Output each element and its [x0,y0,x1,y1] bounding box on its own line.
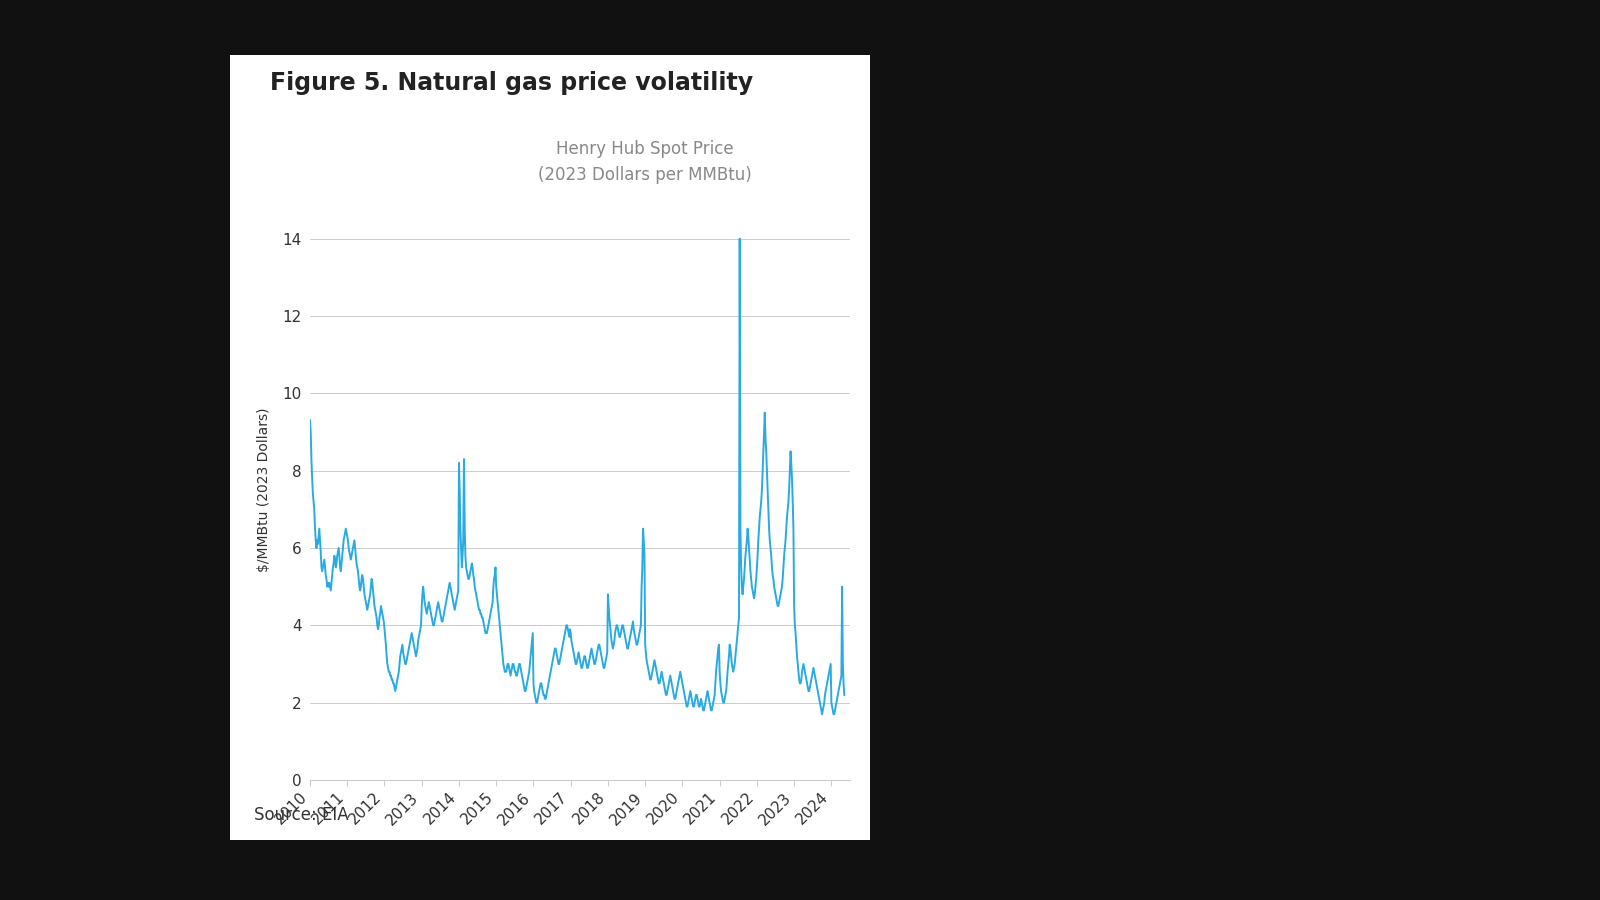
Text: Henry Hub Spot Price
(2023 Dollars per MMBtu): Henry Hub Spot Price (2023 Dollars per M… [538,140,752,184]
Text: Source: EIA: Source: EIA [254,806,349,824]
Y-axis label: $/MMBtu (2023 Dollars): $/MMBtu (2023 Dollars) [258,408,272,572]
Text: Figure 5. Natural gas price volatility: Figure 5. Natural gas price volatility [270,71,754,95]
